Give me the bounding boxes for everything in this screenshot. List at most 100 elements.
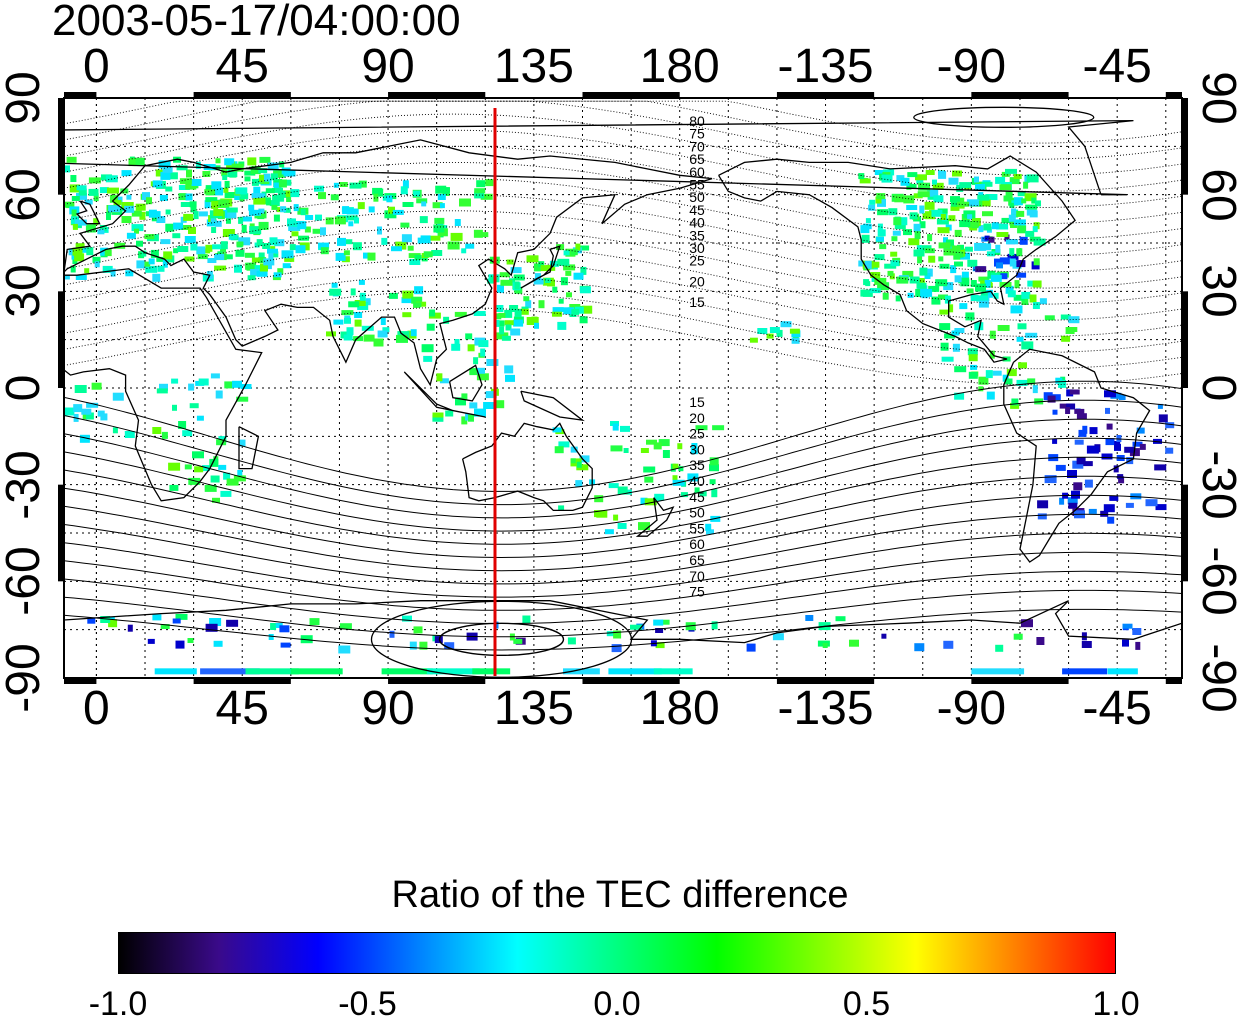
tec-cell: [187, 638, 194, 643]
tec-cell: [217, 199, 230, 208]
tec-cell: [964, 246, 973, 252]
tec-cell: [709, 479, 716, 485]
tec-cell: [514, 309, 522, 318]
contour-label-north: 60: [689, 164, 705, 180]
tec-cell: [1047, 395, 1056, 403]
tec-cell: [205, 185, 217, 194]
coastline: [64, 119, 1134, 196]
tec-cell: [295, 245, 306, 254]
tec-cell: [620, 425, 630, 432]
x-tick-label-top: 0: [83, 40, 110, 93]
tec-cell: [154, 668, 197, 675]
tec-cell: [1101, 453, 1113, 460]
tec-cell: [339, 182, 348, 187]
tec-cell: [465, 243, 475, 249]
tec-cell: [297, 221, 307, 230]
tec-cell: [333, 319, 344, 325]
tec-cell: [340, 331, 347, 339]
tec-cell: [247, 157, 257, 166]
tec-cell: [925, 211, 935, 220]
tec-cell: [158, 160, 171, 169]
tec-cell: [86, 247, 94, 256]
tec-cell: [805, 615, 814, 621]
tec-cell: [531, 316, 538, 322]
tec-cell: [1081, 461, 1093, 467]
tec-cell: [402, 312, 412, 318]
tec-cell: [165, 223, 175, 232]
tec-cell: [249, 226, 262, 235]
tec-cell: [465, 333, 473, 340]
tec-cell: [900, 177, 910, 186]
tec-cell: [1032, 302, 1040, 309]
tec-cell: [160, 624, 170, 629]
tec-cell: [1031, 261, 1040, 270]
tec-cell: [938, 170, 947, 179]
tec-cell: [144, 234, 155, 240]
tec-cell: [533, 278, 544, 285]
tec-cell: [429, 309, 436, 317]
tec-cell: [1005, 285, 1014, 294]
tec-cell: [293, 204, 299, 212]
tec-cell: [1011, 208, 1017, 215]
tec-cell: [822, 643, 828, 648]
tec-cell: [968, 371, 978, 379]
tec-cell: [388, 206, 395, 214]
tec-cell: [996, 262, 1003, 269]
tec-cell: [402, 290, 414, 299]
tec-cell: [237, 470, 243, 478]
tec-cell: [155, 169, 163, 177]
x-tick-label-bottom: 0: [83, 682, 110, 735]
tec-cell: [985, 194, 998, 200]
tec-cell: [131, 224, 144, 232]
tec-cell: [173, 248, 179, 254]
tec-cell: [711, 489, 718, 498]
tec-cell: [437, 194, 446, 200]
tec-cell: [413, 302, 422, 308]
tec-cell: [966, 288, 974, 294]
coastline: [403, 371, 486, 418]
tec-cell: [100, 247, 109, 256]
contour-label-north: 75: [689, 126, 705, 142]
tec-cell: [712, 425, 725, 431]
tec-cell: [995, 176, 1006, 184]
tec-cell: [267, 162, 279, 171]
tec-cell: [959, 303, 968, 310]
tec-cell: [1052, 438, 1058, 444]
tec-cell: [277, 268, 284, 275]
tec-cell: [485, 179, 494, 187]
tec-cell: [789, 328, 800, 334]
tec-cell: [849, 639, 859, 647]
tec-cell: [231, 163, 244, 172]
tec-cell: [970, 295, 979, 301]
tec-cell: [1014, 280, 1020, 289]
contour-south: [64, 437, 1182, 532]
tec-cell: [1050, 394, 1061, 401]
tec-cell: [1013, 633, 1023, 640]
tec-cell: [1074, 408, 1085, 414]
tec-cell: [596, 510, 608, 518]
tec-cell: [359, 292, 366, 301]
tec-cell: [172, 404, 177, 411]
tec-cell: [190, 243, 198, 251]
tec-cell: [331, 282, 338, 288]
tec-cell: [273, 272, 282, 278]
tec-cell: [214, 220, 222, 227]
tec-cell: [928, 255, 936, 263]
tec-cell: [983, 223, 992, 231]
contour-label-south: 25: [689, 426, 705, 442]
tec-cell: [251, 193, 263, 199]
tec-cell: [277, 171, 285, 177]
tec-cell: [189, 201, 197, 208]
tec-cell: [944, 295, 951, 304]
tec-cell: [218, 464, 227, 470]
tec-cell: [941, 356, 954, 362]
tec-cell: [271, 204, 278, 210]
tec-cell: [611, 644, 622, 653]
tec-cell: [175, 640, 185, 649]
tec-cell: [176, 165, 188, 171]
y-tick-label-left: 30: [0, 264, 50, 319]
tec-cell: [1106, 423, 1113, 430]
tec-cell: [121, 216, 132, 223]
tec-cell: [494, 320, 505, 327]
tec-cell: [1103, 504, 1115, 513]
